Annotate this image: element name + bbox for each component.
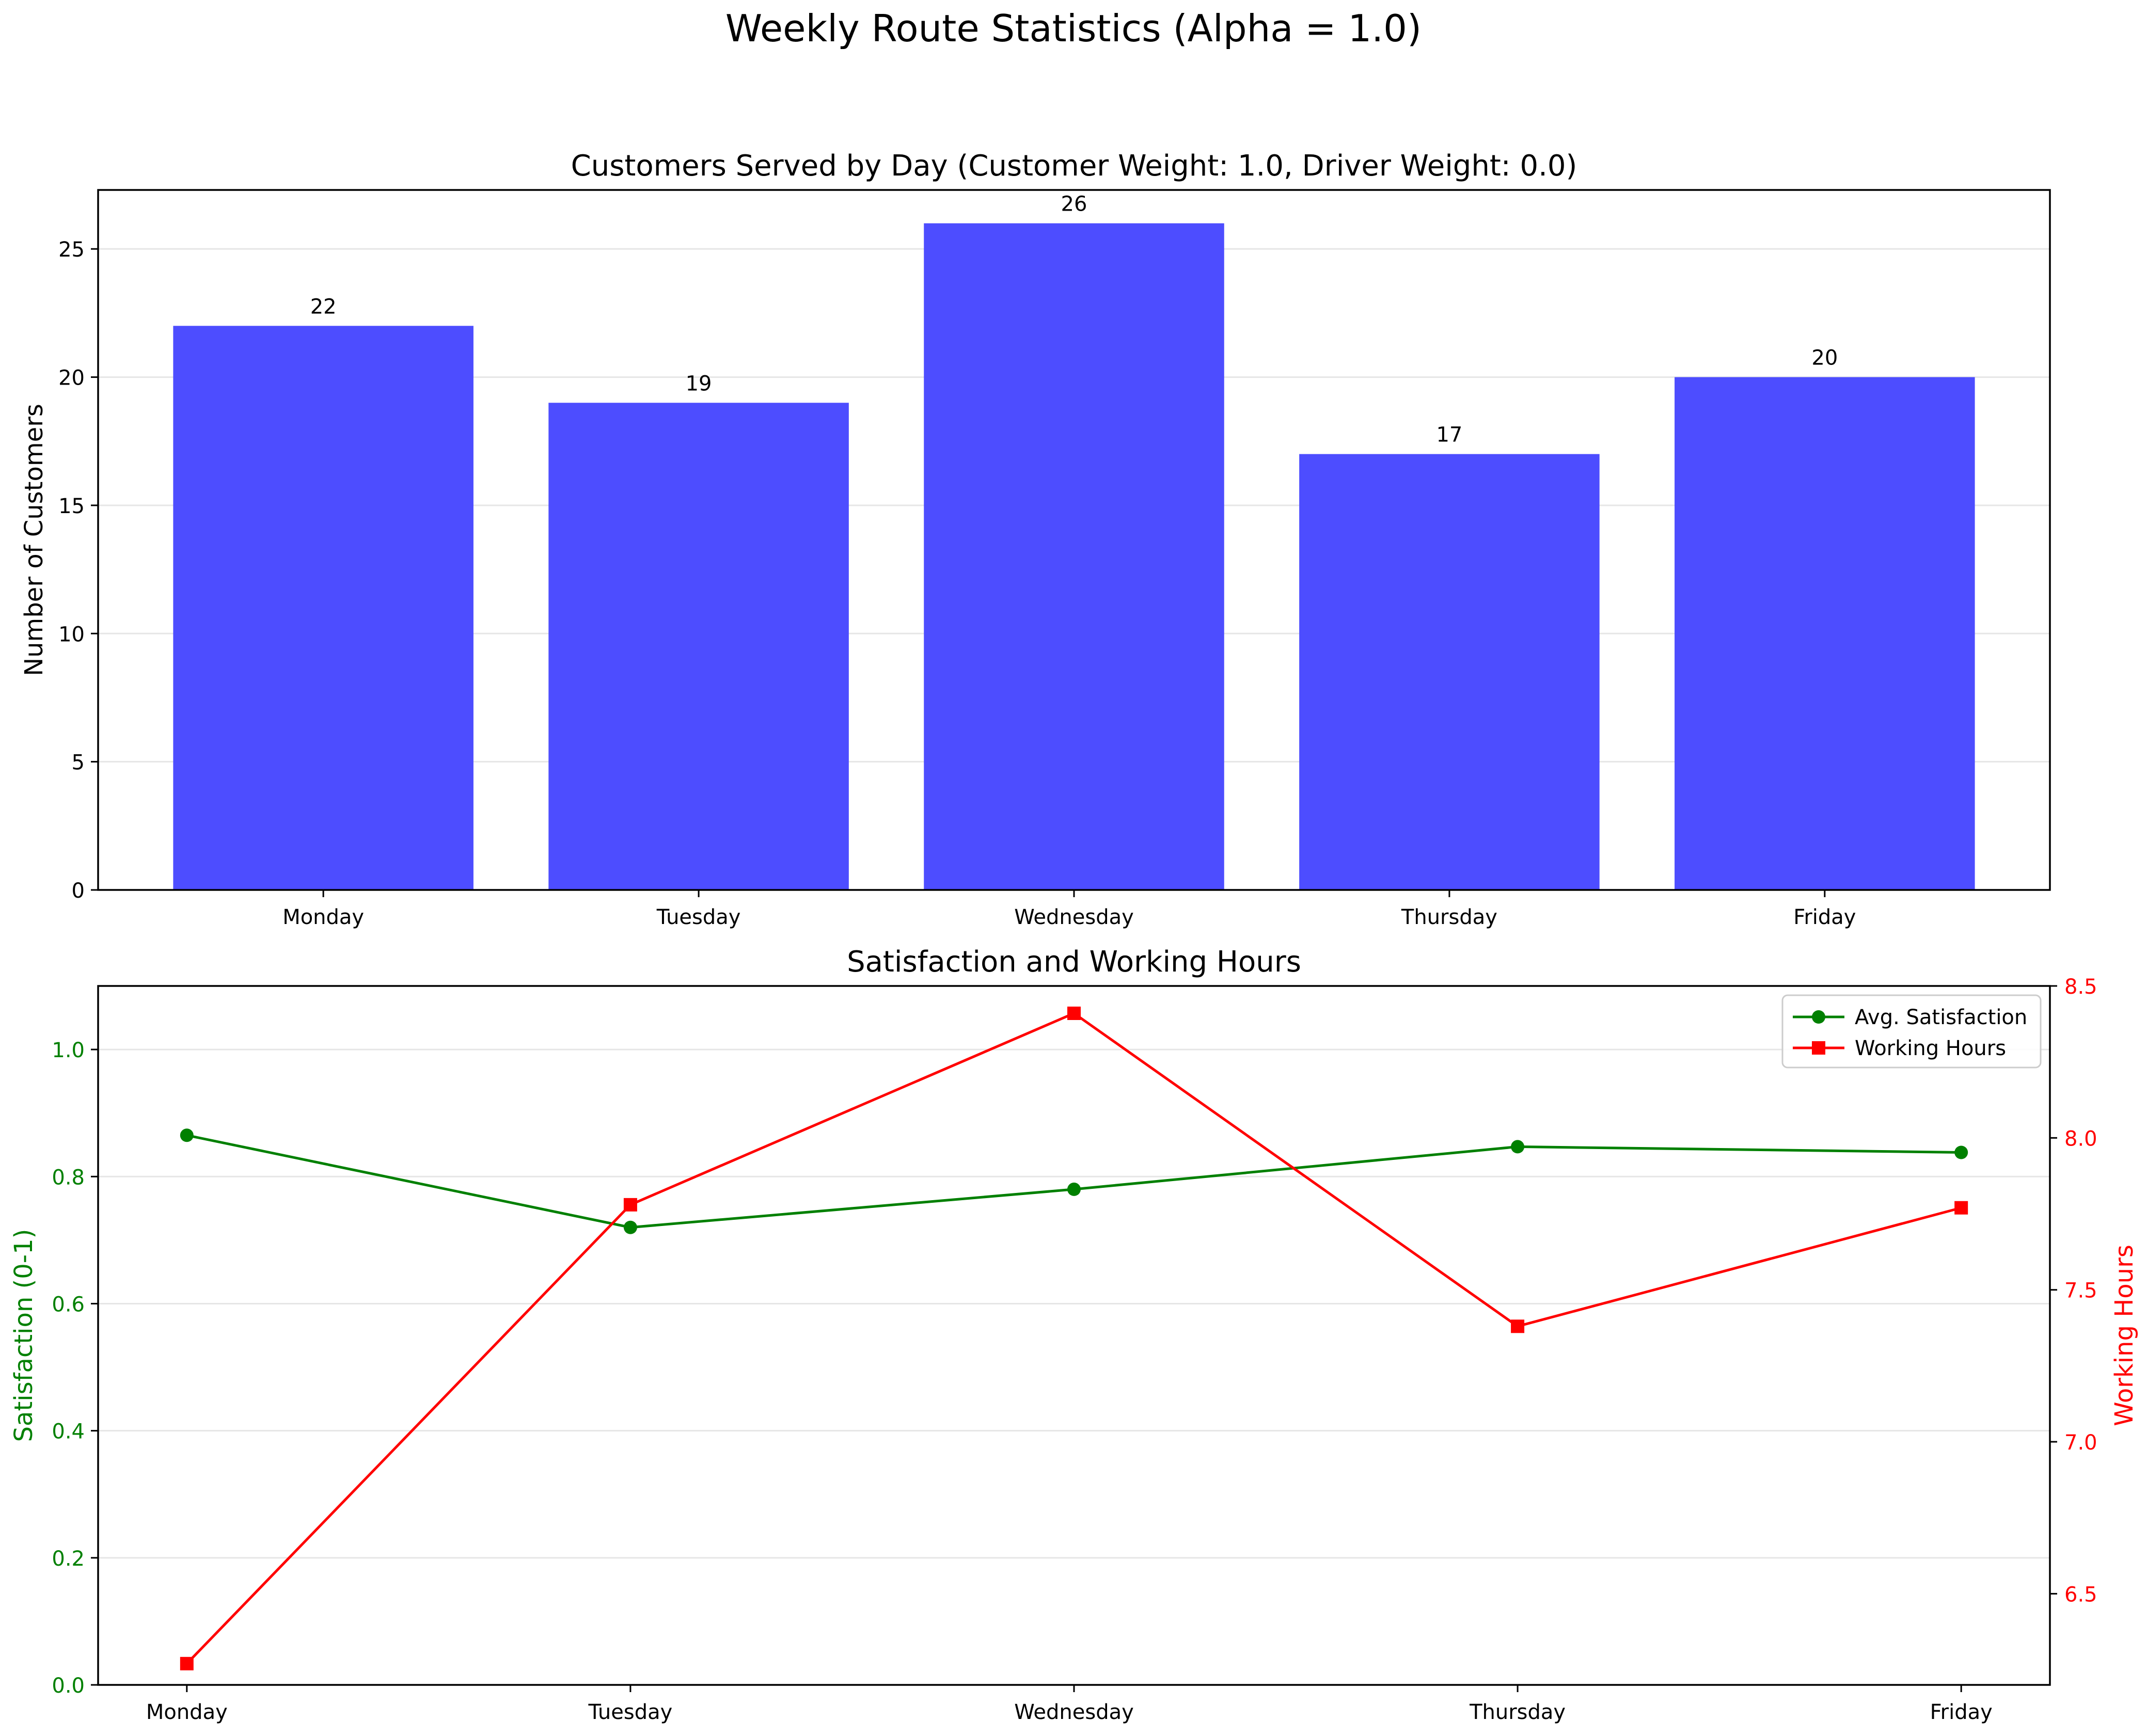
left-y-tick-label: 1.0: [52, 1039, 85, 1062]
line-x-ticks: Monday Tuesday Wednesday Thursday Friday: [146, 1685, 1993, 1724]
satisfaction-point: [180, 1128, 194, 1142]
bar-series: [173, 223, 1975, 890]
legend-box: [1781, 994, 2042, 1069]
legend-label: Avg. Satisfaction: [1855, 1006, 2027, 1029]
working-hours-point: [180, 1657, 194, 1670]
bar-monday: [173, 326, 473, 890]
figure-title: Weekly Route Statistics (Alpha = 1.0): [725, 7, 1422, 50]
line-chart-title: Satisfaction and Working Hours: [847, 945, 1301, 979]
right-y-tick-label: 7.5: [2064, 1279, 2097, 1303]
line-right-y-ticks: 6.5 7.0 7.5 8.0 8.5: [2050, 975, 2097, 1606]
left-y-tick-label: 0.2: [52, 1547, 85, 1571]
bar-data-label: 26: [1061, 193, 1087, 216]
bar-y-tick-label: 20: [58, 367, 85, 390]
bar-y-tick-label: 0: [72, 879, 85, 903]
left-y-tick-label: 0.0: [52, 1674, 85, 1698]
bar-plot-frame: [97, 189, 2051, 891]
left-y-tick-label: 0.4: [52, 1420, 85, 1444]
line-x-tick-label: Thursday: [1469, 1700, 1566, 1724]
bar-data-label: 19: [686, 372, 712, 395]
line-x-tick-label: Wednesday: [1014, 1700, 1134, 1724]
line-x-tick-label: Friday: [1930, 1700, 1993, 1724]
legend-marker: [1812, 1041, 1825, 1055]
bar-data-label: 20: [1811, 346, 1838, 370]
working-hours-point: [1954, 1201, 1968, 1215]
satisfaction-point: [1954, 1145, 1968, 1159]
satisfaction-point: [623, 1220, 637, 1234]
bar-wednesday: [924, 223, 1224, 890]
line-gridlines: [98, 1048, 2050, 1686]
legend-marker: [1812, 1010, 1825, 1024]
working-hours-point: [1511, 1319, 1525, 1333]
bar-tuesday: [548, 403, 849, 890]
right-y-tick-label: 6.5: [2064, 1583, 2097, 1606]
line-x-tick-label: Monday: [146, 1700, 228, 1724]
right-y-tick-label: 8.0: [2064, 1127, 2097, 1151]
working-hours-point: [623, 1198, 637, 1212]
series-line-satisfaction: [186, 1134, 1962, 1229]
line-right-axis-label: Working Hours: [2110, 1245, 2139, 1426]
bar-y-tick-label: 5: [72, 751, 85, 775]
line-x-tick-label: Tuesday: [588, 1700, 673, 1724]
line-plot-frame: [97, 985, 2051, 1686]
bar-data-label: 22: [310, 295, 337, 318]
line-chart-panel: 0.0 0.2 0.4 0.6 0.8 1.0 6.5 7.0 7.5 8.0 8.5 Monda…: [9, 945, 2139, 1724]
bar-y-tick-label: 25: [58, 238, 85, 262]
bar-y-tick-label: 15: [58, 495, 85, 518]
bar-x-tick-label: Tuesday: [656, 905, 741, 929]
satisfaction-point: [1067, 1182, 1081, 1196]
bar-x-tick-label: Monday: [282, 905, 364, 929]
bar-x-tick-label: Friday: [1793, 905, 1856, 929]
legend-label: Working Hours: [1855, 1037, 2006, 1060]
line-left-y-ticks: 0.0 0.2 0.4 0.6 0.8 1.0: [52, 1039, 98, 1698]
bar-y-ticks: 0 5 10 15 20 25: [58, 238, 98, 903]
series-line-working-hours: [186, 1012, 1962, 1665]
bar-x-ticks: Monday Tuesday Wednesday Thursday Friday: [282, 890, 1856, 929]
line-series: [180, 1006, 1968, 1670]
working-hours-point: [1067, 1006, 1081, 1020]
left-y-tick-label: 0.6: [52, 1293, 85, 1316]
bar-data-label: 17: [1436, 423, 1462, 447]
bar-y-tick-label: 10: [58, 623, 85, 646]
bar-chart-panel: 22 19 26 17 20 0 5 10 15 20 25 Monday Tuesday Wedne…: [20, 149, 2051, 929]
bar-data-labels: 22 19 26 17 20: [310, 193, 1838, 447]
line-left-axis-label: Satisfaction (0-1): [9, 1229, 38, 1442]
line-legend: Avg. Satisfaction Working Hours: [1781, 994, 2042, 1069]
bar-thursday: [1299, 454, 1600, 890]
right-y-tick-label: 7.0: [2064, 1431, 2097, 1455]
bar-friday: [1675, 377, 1975, 890]
satisfaction-point: [1511, 1140, 1525, 1154]
left-y-tick-label: 0.8: [52, 1166, 85, 1189]
bar-chart-title: Customers Served by Day (Customer Weight…: [571, 149, 1577, 183]
bar-x-tick-label: Thursday: [1401, 905, 1497, 929]
bar-x-tick-label: Wednesday: [1014, 905, 1134, 929]
right-y-tick-label: 8.5: [2064, 975, 2097, 999]
bar-y-axis-label: Number of Customers: [20, 404, 49, 676]
